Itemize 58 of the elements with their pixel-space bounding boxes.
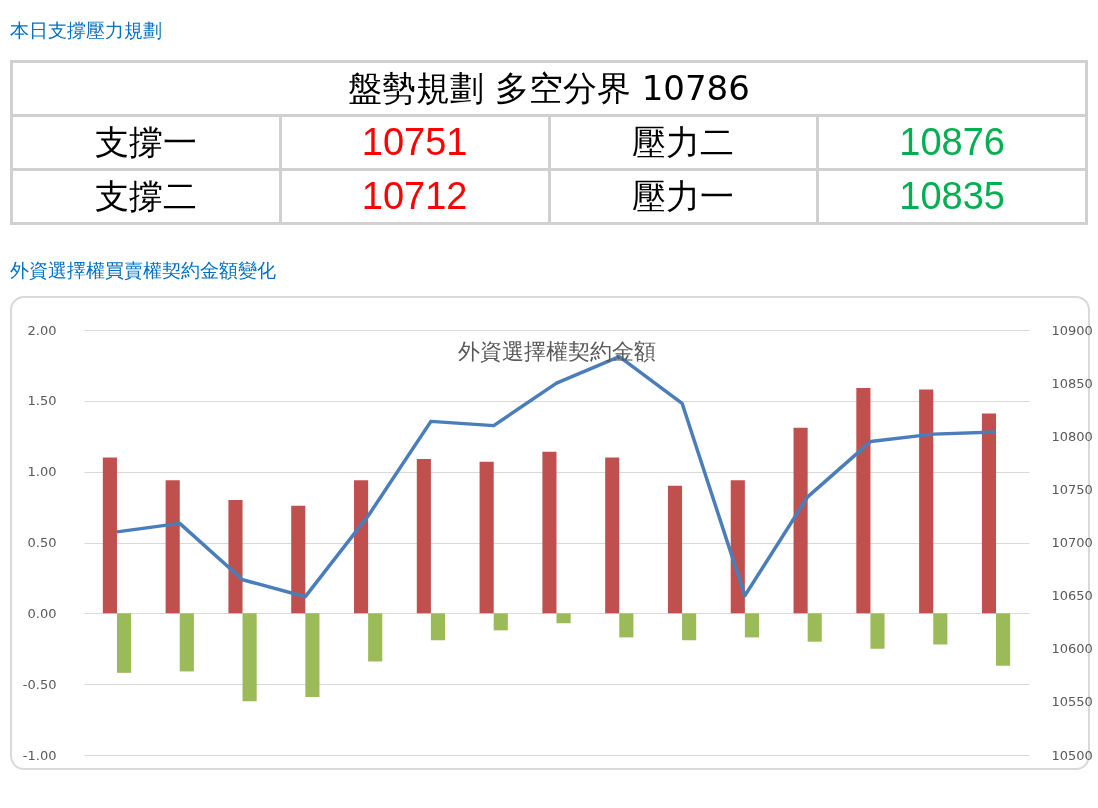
text: 10835 <box>817 169 1087 224</box>
bar <box>996 613 1011 666</box>
bar <box>870 613 885 649</box>
y-tick-label: 1.00 <box>27 464 57 480</box>
y2-tick-label: 10600 <box>1051 641 1093 657</box>
text: 10712 <box>280 169 549 224</box>
y2-tick-label: 10700 <box>1051 535 1093 550</box>
bar <box>667 485 683 614</box>
y2-tick-label: 10900 <box>1051 322 1093 338</box>
bar <box>682 613 697 641</box>
bar <box>619 613 634 638</box>
bar <box>179 613 194 672</box>
bar <box>730 480 745 614</box>
y-tick-label: 1.50 <box>27 393 57 409</box>
text: 支撐二 <box>11 169 281 224</box>
bar <box>228 500 243 614</box>
bar <box>242 613 257 702</box>
bar <box>493 613 508 631</box>
bar <box>165 480 180 614</box>
text: 10751 <box>280 115 549 170</box>
y2-tick-label: 10500 <box>1051 747 1093 763</box>
bar <box>542 451 557 614</box>
y-tick-label: -0.50 <box>22 676 57 692</box>
y2-tick-label: 10800 <box>1051 428 1093 444</box>
y-tick-label: 0.00 <box>27 605 57 621</box>
bar <box>744 613 759 638</box>
bar <box>556 613 571 624</box>
y-tick-label: -1.00 <box>22 747 57 763</box>
text: 10876 <box>817 115 1087 170</box>
bar <box>933 613 948 645</box>
bar <box>368 613 383 662</box>
bar <box>305 613 320 697</box>
chart-title: 外資選擇權買賣權契約金額變化 <box>10 258 276 283</box>
bar <box>919 389 934 614</box>
bar <box>479 461 494 614</box>
bar <box>605 457 620 614</box>
text: 支撐一 <box>11 115 281 170</box>
y2-tick-label: 10850 <box>1051 375 1093 391</box>
text: 壓力二 <box>549 115 818 170</box>
bar <box>354 480 369 614</box>
bar <box>291 505 306 614</box>
text: 盤勢規劃 多空分界 10786 <box>11 61 1087 116</box>
chart-subtitle: 外資選擇權契約金額 <box>457 339 656 364</box>
bar <box>116 613 132 673</box>
bar <box>981 413 997 614</box>
y-tick-label: 2.00 <box>27 322 57 338</box>
bar <box>807 613 822 642</box>
y2-tick-label: 10750 <box>1051 481 1093 497</box>
y2-tick-label: 10650 <box>1051 588 1093 604</box>
bar <box>102 457 117 614</box>
y-tick-label: 0.50 <box>27 535 57 550</box>
bar <box>793 427 808 614</box>
text: 壓力一 <box>549 169 818 224</box>
bar <box>430 613 446 641</box>
text: 本日支撐壓力規劃 <box>10 18 162 43</box>
bar <box>856 388 871 614</box>
bar <box>416 458 431 614</box>
y2-tick-label: 10550 <box>1051 694 1093 710</box>
